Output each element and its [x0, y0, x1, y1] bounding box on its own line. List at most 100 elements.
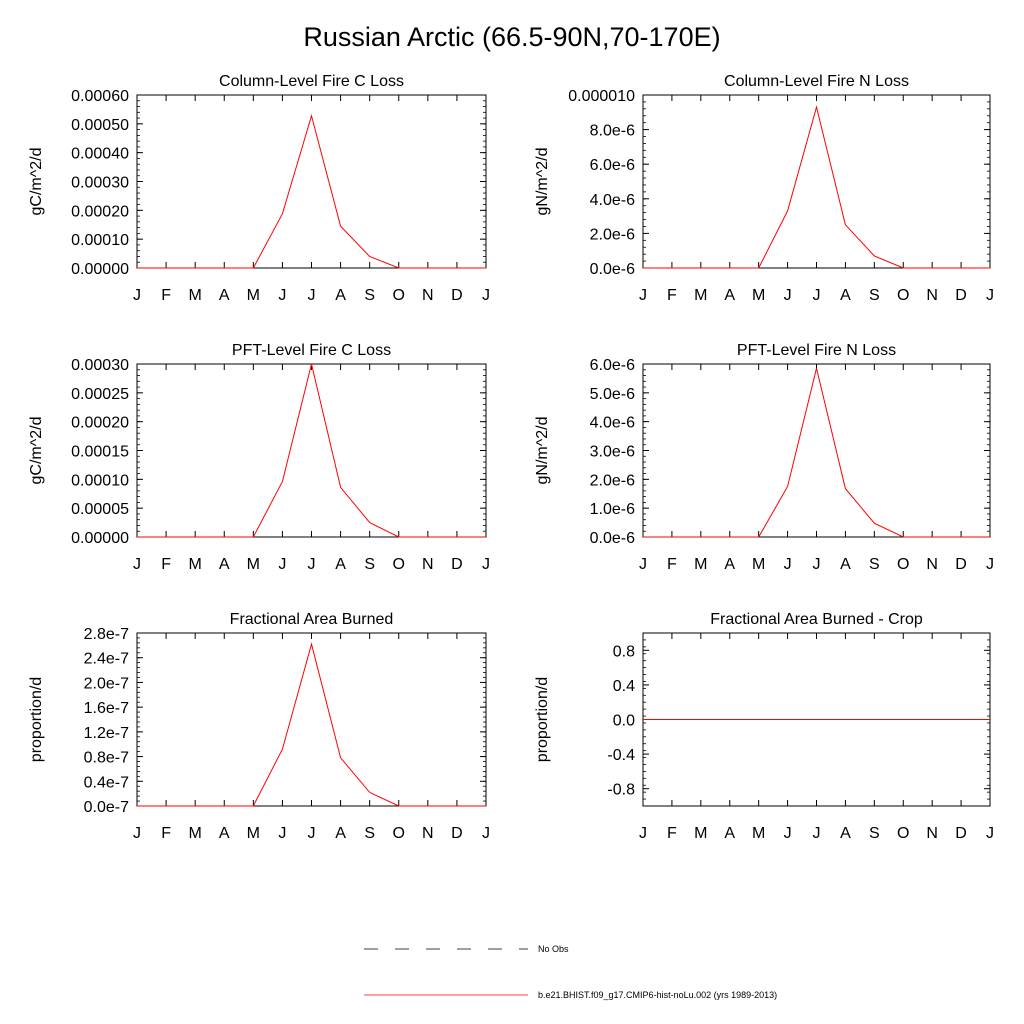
x-tick-label: A	[335, 556, 346, 573]
series-line-1	[137, 113, 486, 269]
x-tick-label: J	[639, 825, 647, 842]
x-tick-label: N	[926, 825, 938, 842]
x-tick-label: J	[482, 556, 490, 573]
panel-title: PFT-Level Fire N Loss	[737, 342, 896, 359]
y-axis-label: gC/m^2/d	[28, 148, 45, 216]
x-tick-label: J	[986, 287, 994, 304]
x-tick-label: M	[694, 825, 707, 842]
x-tick-label: J	[308, 825, 316, 842]
y-tick-label: 2.0e-6	[590, 226, 635, 243]
series-line-1	[137, 363, 486, 538]
y-tick-label: 5.0e-6	[590, 386, 635, 403]
x-tick-label: J	[308, 287, 316, 304]
x-tick-label: M	[694, 287, 707, 304]
panel-title: Column-Level Fire N Loss	[724, 73, 909, 90]
panel-title: Fractional Area Burned	[230, 611, 394, 628]
y-tick-label: 4.0e-6	[590, 415, 635, 432]
x-tick-label: M	[189, 287, 202, 304]
x-tick-label: M	[247, 287, 260, 304]
y-tick-label: 0.4	[613, 678, 635, 695]
y-tick-label: 0.00030	[71, 357, 129, 374]
y-tick-label: 0.00005	[71, 501, 129, 518]
y-tick-label: 1.6e-7	[84, 700, 129, 717]
plot-frame	[136, 94, 487, 269]
y-tick-label: 0.00000	[71, 530, 129, 547]
y-tick-label: 0.000010	[568, 88, 635, 105]
x-tick-label: J	[278, 287, 286, 304]
y-axis-label: gN/m^2/d	[534, 148, 551, 216]
x-tick-label: N	[926, 287, 938, 304]
x-tick-label: A	[840, 556, 851, 573]
y-tick-label: 0.0	[613, 713, 635, 730]
x-tick-label: J	[639, 287, 647, 304]
x-tick-label: D	[451, 825, 463, 842]
x-tick-label: A	[219, 287, 230, 304]
y-tick-label: 0.00025	[71, 386, 129, 403]
x-tick-label: D	[451, 556, 463, 573]
x-tick-label: J	[986, 556, 994, 573]
series-line-1	[643, 368, 990, 538]
x-tick-label: J	[813, 556, 821, 573]
x-tick-label: M	[247, 556, 260, 573]
x-tick-label: J	[813, 825, 821, 842]
x-tick-label: M	[752, 556, 765, 573]
y-tick-label: 0.8e-7	[84, 750, 129, 767]
x-tick-label: D	[955, 287, 967, 304]
x-tick-label: S	[364, 556, 375, 573]
x-tick-label: A	[840, 825, 851, 842]
x-tick-label: A	[335, 825, 346, 842]
x-tick-label: S	[364, 825, 375, 842]
y-tick-label: 8.0e-6	[590, 123, 635, 140]
y-tick-label: 4.0e-6	[590, 192, 635, 209]
x-tick-label: O	[897, 556, 909, 573]
x-tick-label: O	[393, 556, 405, 573]
x-tick-label: M	[247, 825, 260, 842]
x-tick-label: O	[897, 825, 909, 842]
y-tick-label: 2.0e-6	[590, 472, 635, 489]
x-tick-label: N	[422, 556, 434, 573]
x-tick-label: O	[393, 287, 405, 304]
x-tick-label: F	[667, 556, 677, 573]
y-tick-label: 0.0e-6	[590, 261, 635, 278]
y-tick-label: 0.4e-7	[84, 774, 129, 791]
x-tick-label: J	[133, 825, 141, 842]
panel-title: PFT-Level Fire C Loss	[232, 342, 391, 359]
x-tick-label: J	[639, 556, 647, 573]
y-axis-label: proportion/d	[534, 677, 551, 762]
y-tick-label: 0.00050	[71, 117, 129, 134]
y-tick-label: 0.0e-7	[84, 799, 129, 816]
page-title: Russian Arctic (66.5-90N,70-170E)	[303, 22, 721, 52]
x-tick-label: J	[784, 825, 792, 842]
plot-frame	[642, 94, 991, 269]
y-tick-label: 0.0e-6	[590, 530, 635, 547]
y-tick-label: 1.0e-6	[590, 501, 635, 518]
y-tick-label: 0.00040	[71, 146, 129, 163]
x-tick-label: J	[986, 825, 994, 842]
x-tick-label: S	[364, 287, 375, 304]
y-tick-label: 0.00010	[71, 472, 129, 489]
y-tick-label: 3.0e-6	[590, 444, 635, 461]
x-tick-label: J	[482, 825, 490, 842]
y-tick-label: 2.4e-7	[84, 651, 129, 668]
y-tick-label: 0.00010	[71, 232, 129, 249]
series-line-1	[643, 105, 990, 269]
x-tick-label: M	[189, 556, 202, 573]
x-tick-label: N	[422, 287, 434, 304]
x-tick-label: S	[869, 556, 880, 573]
y-tick-label: 6.0e-6	[590, 157, 635, 174]
x-tick-label: J	[308, 556, 316, 573]
y-tick-label: 1.2e-7	[84, 725, 129, 742]
y-tick-label: 0.00060	[71, 88, 129, 105]
panel-title: Column-Level Fire C Loss	[219, 73, 404, 90]
plot-frame	[136, 632, 487, 807]
x-tick-label: M	[752, 825, 765, 842]
x-tick-label: J	[784, 556, 792, 573]
x-tick-label: J	[133, 556, 141, 573]
x-tick-label: J	[813, 287, 821, 304]
